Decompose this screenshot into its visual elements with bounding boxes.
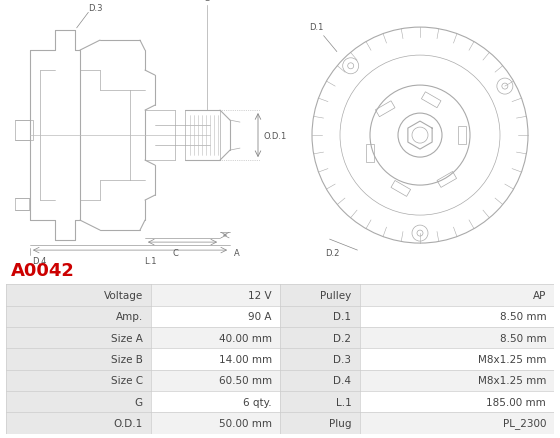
Text: C: C	[172, 248, 178, 257]
Text: D.3: D.3	[333, 354, 351, 364]
Text: O.D.1: O.D.1	[114, 418, 143, 428]
Bar	[15, 121, 33, 141]
Bar	[6, 391, 151, 412]
Bar	[6, 349, 151, 370]
Bar	[6, 327, 151, 349]
Text: D.3: D.3	[88, 4, 102, 13]
Bar	[6, 306, 151, 327]
Bar	[458, 127, 466, 145]
Bar	[280, 349, 360, 370]
Text: 60.50 mm: 60.50 mm	[218, 375, 272, 385]
Bar	[6, 327, 554, 349]
Bar	[15, 199, 29, 211]
Bar	[6, 412, 554, 434]
Bar	[6, 306, 554, 327]
Text: Size C: Size C	[111, 375, 143, 385]
Bar	[437, 172, 456, 188]
Text: AP: AP	[533, 290, 546, 300]
Text: L.1: L.1	[335, 397, 351, 407]
Text: D.1: D.1	[309, 23, 337, 53]
Text: 14.00 mm: 14.00 mm	[218, 354, 272, 364]
Text: M8x1.25 mm: M8x1.25 mm	[478, 375, 546, 385]
Bar	[280, 285, 360, 306]
Bar	[6, 349, 554, 370]
Bar	[366, 145, 374, 163]
Text: A: A	[234, 248, 240, 257]
Text: Size B: Size B	[111, 354, 143, 364]
Text: 90 A: 90 A	[248, 311, 272, 321]
Text: Voltage: Voltage	[104, 290, 143, 300]
Bar	[280, 391, 360, 412]
Bar	[391, 181, 410, 197]
Bar	[6, 412, 151, 434]
Text: 40.00 mm: 40.00 mm	[219, 333, 272, 343]
Bar	[6, 370, 151, 391]
Text: D.2: D.2	[325, 248, 339, 258]
Text: 185.00 mm: 185.00 mm	[487, 397, 546, 407]
Text: 8.50 mm: 8.50 mm	[500, 311, 546, 321]
Text: PL_2300: PL_2300	[503, 417, 546, 428]
Text: Plug: Plug	[329, 418, 351, 428]
Bar	[280, 327, 360, 349]
Text: L.1: L.1	[144, 256, 156, 265]
Text: Size A: Size A	[111, 333, 143, 343]
Text: 8.50 mm: 8.50 mm	[500, 333, 546, 343]
Bar	[280, 370, 360, 391]
Text: D.1: D.1	[333, 311, 351, 321]
Bar	[280, 412, 360, 434]
Bar	[6, 391, 554, 412]
Text: G: G	[204, 0, 210, 3]
Text: A0042: A0042	[11, 261, 75, 280]
Text: D.4: D.4	[32, 256, 46, 265]
Text: Pulley: Pulley	[320, 290, 351, 300]
Text: Amp.: Amp.	[115, 311, 143, 321]
Text: 12 V: 12 V	[248, 290, 272, 300]
Text: D.2: D.2	[333, 333, 351, 343]
Bar	[375, 102, 395, 117]
Text: O.D.1: O.D.1	[263, 131, 286, 140]
Text: M8x1.25 mm: M8x1.25 mm	[478, 354, 546, 364]
Text: G: G	[134, 397, 143, 407]
Text: D.4: D.4	[333, 375, 351, 385]
Text: 6 qty.: 6 qty.	[243, 397, 272, 407]
Bar	[422, 92, 441, 109]
Bar	[6, 285, 554, 306]
Bar	[6, 285, 151, 306]
Bar	[280, 306, 360, 327]
Text: 50.00 mm: 50.00 mm	[219, 418, 272, 428]
Bar	[6, 370, 554, 391]
